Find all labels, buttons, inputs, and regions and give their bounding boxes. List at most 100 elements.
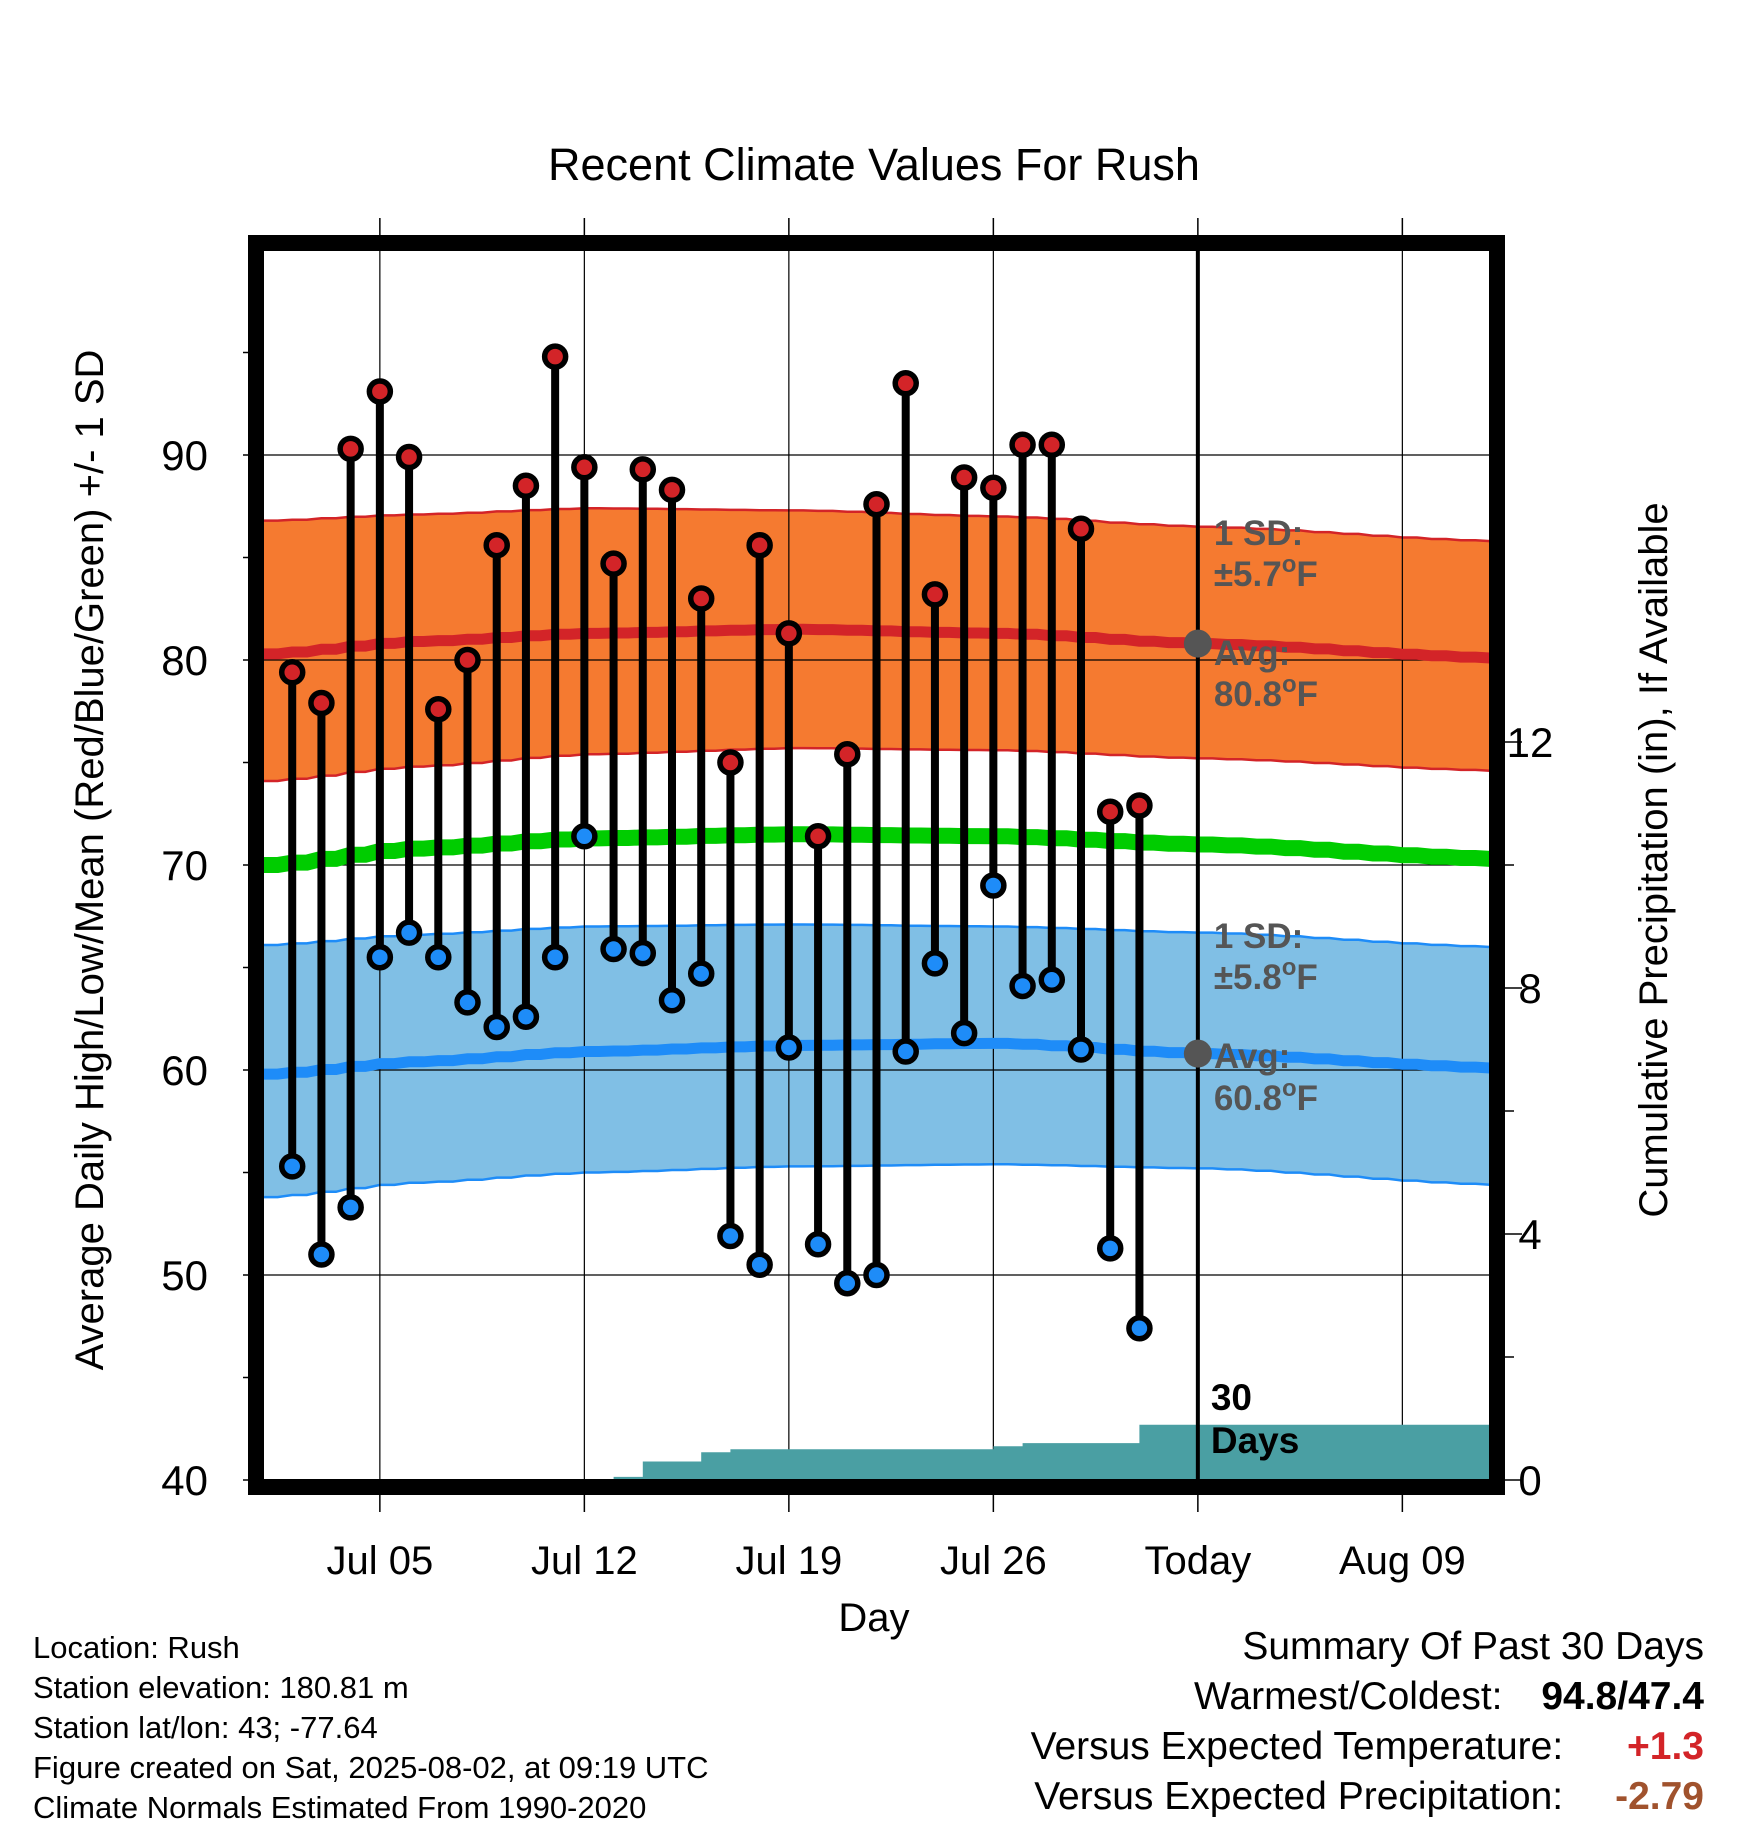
high-temp-point: [395, 443, 423, 471]
low-temp-point: [308, 1241, 335, 1268]
low-temp-point: [980, 872, 1007, 899]
y2-tick-label: 4: [1518, 1211, 1541, 1258]
low-temp-point: [454, 989, 481, 1016]
high-avg-today-dot: [1183, 629, 1212, 658]
high-avg-value: 80.8oF: [1214, 671, 1318, 714]
precipitation-anomaly-value: -2.79: [1615, 1775, 1704, 1818]
temperature-anomaly-row: Versus Expected Temperature: +1.3: [1031, 1722, 1704, 1772]
station-info: Location: Rush Station elevation: 180.81…: [33, 1628, 709, 1828]
low-temp-point: [1038, 966, 1066, 994]
y-tick-label: 90: [161, 432, 208, 479]
high-temp-point: [687, 585, 715, 612]
high-temp-point: [1038, 431, 1066, 458]
y-axis-label: Average Daily High/Low/Mean (Red/Blue/Gr…: [68, 350, 112, 1371]
high-temp-point: [1067, 515, 1095, 543]
high-temp-point: [658, 476, 686, 504]
y2-tick-label: 0: [1518, 1457, 1541, 1504]
low-temp-point: [541, 944, 569, 971]
warmest-coldest-row: Warmest/Coldest: 94.8/47.4: [1031, 1672, 1704, 1722]
x-tick-label: Jul 05: [326, 1539, 433, 1583]
high-temp-point: [278, 659, 306, 686]
low-sd-value: ±5.8oF: [1214, 954, 1318, 997]
low-temp-point: [512, 1003, 540, 1030]
high-temp-point: [454, 646, 481, 674]
low-temp-point: [1067, 1036, 1095, 1063]
y2-axis-label: Cumulative Precipitation (in), If Availa…: [1632, 502, 1676, 1217]
high-temp-point: [921, 581, 949, 608]
chart-title: Recent Climate Values For Rush: [548, 139, 1200, 190]
precipitation-anomaly-label: Versus Expected Precipitation:: [1034, 1775, 1564, 1818]
x-tick-label: Jul 12: [531, 1539, 638, 1583]
low-temp-point: [834, 1269, 861, 1297]
low-temp-point: [863, 1261, 890, 1289]
precipitation-area: [263, 1424, 1490, 1480]
precipitation-anomaly-row: Versus Expected Precipitation: -2.79: [1031, 1772, 1704, 1822]
x-tick-label: Jul 19: [735, 1539, 842, 1583]
plot-frame: [248, 235, 1505, 1495]
low-temp-point: [1009, 972, 1036, 1000]
high-temp-point: [1096, 798, 1124, 825]
y2-tick-label: 8: [1518, 965, 1541, 1012]
high-temp-point: [834, 741, 861, 768]
created-text: Figure created on Sat, 2025-08-02, at 09…: [33, 1750, 709, 1785]
low-temp-point: [1096, 1235, 1124, 1262]
high-temp-point: [775, 620, 803, 647]
high-sd-value: ±5.7oF: [1214, 551, 1318, 594]
low-temp-point: [278, 1153, 306, 1180]
y-tick-label: 50: [161, 1252, 208, 1299]
low-temp-point: [571, 823, 598, 850]
location-text: Location: Rush: [33, 1630, 240, 1665]
low-temp-point: [1126, 1315, 1153, 1342]
high-temp-point: [629, 456, 657, 483]
low-temp-point: [600, 935, 627, 963]
low-temp-point: [687, 960, 715, 987]
low-temp-point: [629, 939, 657, 967]
low-sd-label: 1 SD:: [1214, 917, 1303, 956]
high-temp-point: [571, 454, 598, 481]
low-temp-point: [337, 1194, 364, 1221]
high-temp-point: [1126, 792, 1153, 819]
low-avg-label: Avg:: [1214, 1037, 1290, 1076]
high-temp-point: [337, 435, 364, 463]
low-temp-point: [746, 1251, 773, 1278]
high-temp-point: [366, 378, 394, 405]
high-temp-point: [804, 823, 832, 850]
x-tick-label: Today: [1144, 1539, 1251, 1583]
low-temp-point: [950, 1019, 978, 1047]
low-avg-value: 60.8oF: [1214, 1075, 1318, 1118]
high-temp-point: [892, 370, 919, 397]
y-tick-label: 80: [161, 637, 208, 684]
low-temp-point: [921, 950, 949, 977]
y-tick-label: 70: [161, 842, 208, 889]
x-axis-label: Day: [838, 1596, 909, 1640]
high-temp-point: [541, 343, 569, 370]
y-tick-label: 60: [161, 1047, 208, 1094]
high-temp-point: [483, 531, 510, 559]
elevation-text: Station elevation: 180.81 m: [33, 1670, 409, 1705]
warmest-coldest-label: Warmest/Coldest:: [1194, 1675, 1503, 1718]
low-temp-point: [717, 1222, 744, 1250]
y-tick-label: 40: [161, 1457, 208, 1504]
high-temp-point: [717, 749, 744, 776]
high-avg-label: Avg:: [1214, 634, 1290, 673]
x-tick-label: Jul 26: [940, 1539, 1047, 1583]
high-temp-point: [863, 490, 890, 518]
low-temp-point: [658, 987, 686, 1014]
low-temp-point: [425, 944, 452, 971]
high-temp-point: [425, 695, 452, 723]
high-temp-point: [512, 472, 540, 499]
temperature-anomaly-value: +1.3: [1627, 1725, 1704, 1768]
summary-panel: Summary Of Past 30 Days Warmest/Coldest:…: [1031, 1622, 1704, 1822]
summary-heading: Summary Of Past 30 Days: [1242, 1625, 1704, 1668]
low-temp-point: [892, 1038, 919, 1065]
low-temp-point: [804, 1231, 832, 1258]
normals-text: Climate Normals Estimated From 1990-2020: [33, 1790, 647, 1825]
low-temp-point: [775, 1034, 803, 1061]
days-label-number: 30: [1211, 1377, 1252, 1418]
high-temp-point: [600, 550, 627, 577]
warmest-coldest-value: 94.8/47.4: [1541, 1675, 1704, 1718]
latlon-text: Station lat/lon: 43; -77.64: [33, 1710, 378, 1745]
y2-tick-label: 12: [1507, 719, 1554, 766]
high-temp-point: [308, 689, 335, 717]
